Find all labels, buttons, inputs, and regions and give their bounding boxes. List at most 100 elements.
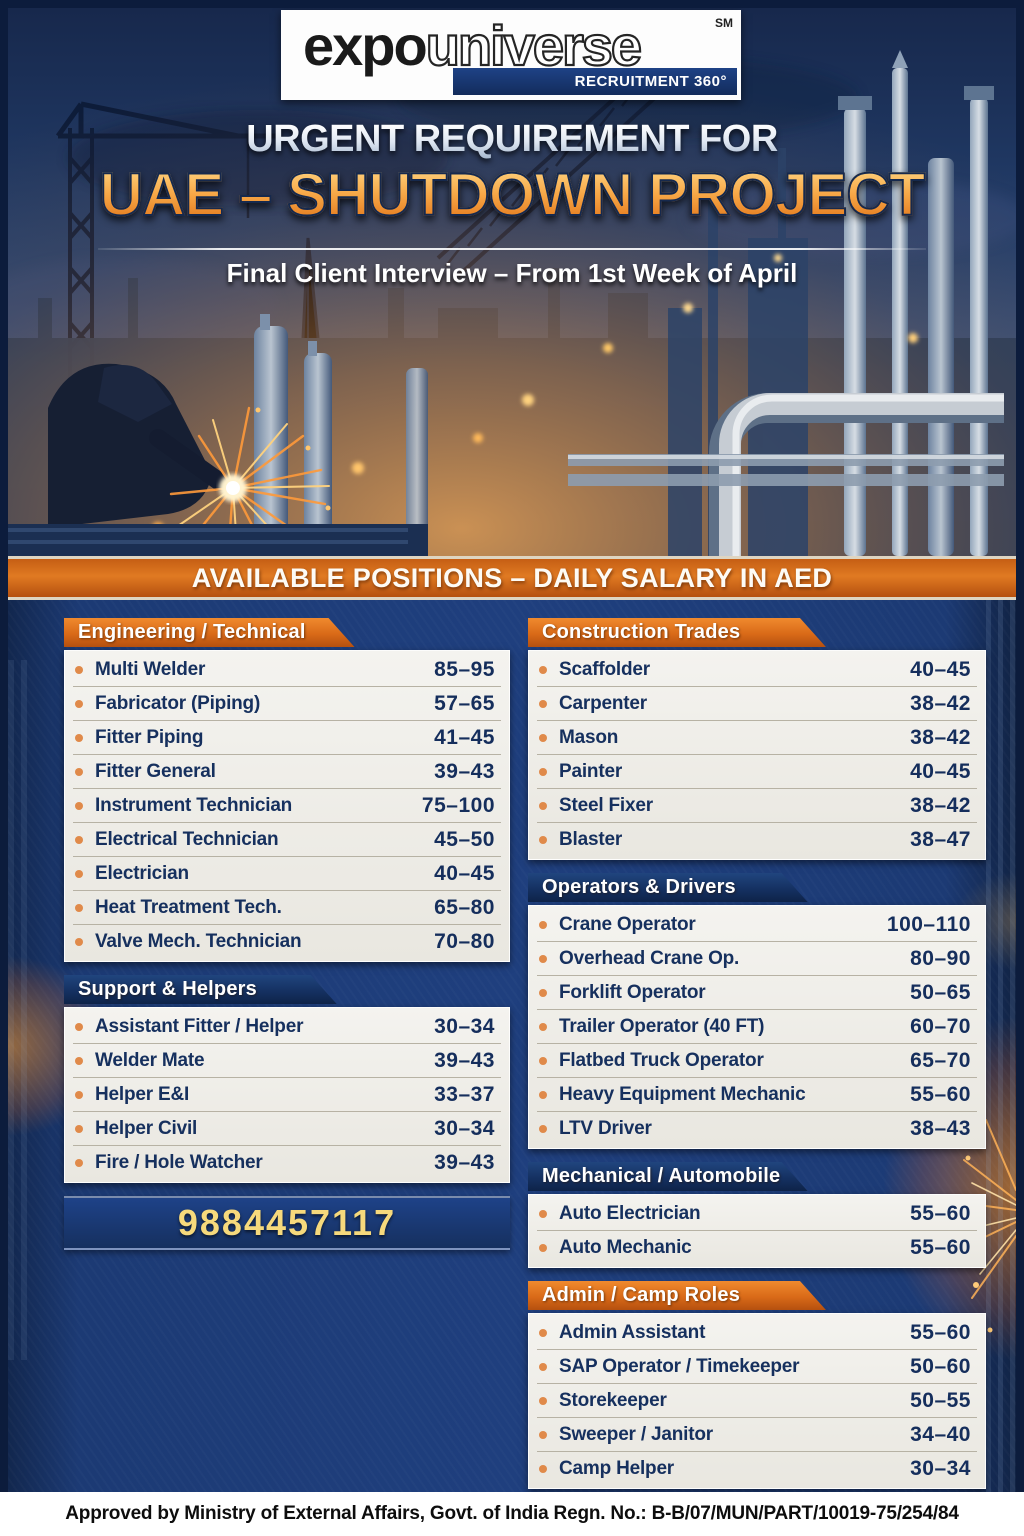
approval-footer: Approved by Ministry of External Affairs…	[0, 1492, 1024, 1536]
section-construction-trades: Construction Trades Scaffolder 40–45 Carpen…	[528, 618, 986, 860]
position-name: Carpenter	[559, 693, 647, 714]
left-edge-texture	[8, 660, 34, 1360]
salary-range: 55–60	[910, 1202, 971, 1225]
logo-expo-text: expo	[303, 14, 428, 77]
bullet-icon	[539, 836, 547, 844]
bullet-icon	[539, 921, 547, 929]
position-name: Auto Mechanic	[559, 1237, 692, 1258]
salary-range: 39–43	[434, 760, 495, 783]
bullet-icon	[539, 1125, 547, 1133]
salary-range: 50–60	[910, 1355, 971, 1378]
salary-range: 100–110	[886, 913, 971, 936]
salary-range: 55–60	[910, 1083, 971, 1106]
position-row: Storekeeper 50–55	[529, 1384, 985, 1418]
position-name: Trailer Operator (40 FT)	[559, 1016, 765, 1037]
bullet-icon	[539, 1465, 547, 1473]
logo-universe-text: universe	[425, 14, 644, 77]
section-header-admin-camp-roles: Admin / Camp Roles	[528, 1281, 826, 1310]
salary-range: 40–45	[910, 760, 971, 783]
headline-project: UAE – SHUTDOWN PROJECT	[8, 160, 1016, 229]
position-row: Sweeper / Janitor 34–40	[529, 1418, 985, 1452]
bullet-icon	[75, 666, 83, 674]
interview-subtitle: Final Client Interview – From 1st Week o…	[226, 258, 798, 288]
salary-columns: Engineering / Technical Multi Welder 85–95…	[8, 600, 1016, 1492]
position-name: Blaster	[559, 829, 623, 850]
section-title: Mechanical / Automobile	[542, 1165, 781, 1187]
position-row: Heat Treatment Tech. 65–80	[65, 891, 509, 925]
position-name: Admin Assistant	[559, 1322, 706, 1343]
position-row: Multi Welder 85–95	[65, 653, 509, 687]
salary-range: 80–90	[910, 947, 971, 970]
position-name: Scaffolder	[559, 659, 650, 680]
headline-divider	[98, 248, 926, 250]
position-row: Fabricator (Piping) 57–65	[65, 687, 509, 721]
position-name: Valve Mech. Technician	[95, 931, 302, 952]
position-row: Overhead Crane Op. 80–90	[529, 942, 985, 976]
salary-range: 39–43	[434, 1049, 495, 1072]
salary-range: 34–40	[910, 1423, 971, 1446]
position-name: Crane Operator	[559, 914, 696, 935]
position-row: Fitter Piping 41–45	[65, 721, 509, 755]
logo-tagline-text: RECRUITMENT 360°	[574, 73, 727, 90]
section-engineering-technical: Engineering / Technical Multi Welder 85–95…	[64, 618, 510, 962]
position-name: Helper Civil	[95, 1118, 198, 1139]
bullet-icon	[75, 1023, 83, 1031]
salary-range: 75–100	[421, 794, 495, 817]
position-row: Admin Assistant 55–60	[529, 1316, 985, 1350]
positions-area: Engineering / Technical Multi Welder 85–95…	[8, 600, 1016, 1492]
section-panel-engineering-technical: Multi Welder 85–95 Fabricator (Piping) 57–6…	[64, 650, 510, 962]
section-header-mechanical-automobile: Mechanical / Automobile	[528, 1162, 808, 1191]
logo-tagline-bar: RECRUITMENT 360°	[453, 68, 737, 95]
position-name: Flatbed Truck Operator	[559, 1050, 764, 1071]
position-row: Heavy Equipment Mechanic 55–60	[529, 1078, 985, 1112]
position-row: Forklift Operator 50–65	[529, 976, 985, 1010]
bullet-icon	[539, 989, 547, 997]
bullet-icon	[539, 1363, 547, 1371]
position-name: Multi Welder	[95, 659, 206, 680]
position-name: Fitter General	[95, 761, 216, 782]
bullet-icon	[539, 1091, 547, 1099]
position-row: Helper Civil 30–34	[65, 1112, 509, 1146]
bullet-icon	[75, 870, 83, 878]
salary-range: 38–47	[910, 828, 971, 851]
bullet-icon	[75, 1057, 83, 1065]
positions-banner-text: AVAILABLE POSITIONS – DAILY SALARY IN AE…	[191, 562, 833, 593]
salary-range: 38–42	[910, 794, 971, 817]
position-row: Blaster 38–47	[529, 823, 985, 857]
headline-urgent: URGENT REQUIREMENT FOR	[8, 118, 1016, 161]
bullet-icon	[539, 1210, 547, 1218]
position-name: Welder Mate	[95, 1050, 205, 1071]
position-name: Painter	[559, 761, 623, 782]
position-row: Instrument Technician 75–100	[65, 789, 509, 823]
position-name: Instrument Technician	[95, 795, 293, 816]
bullet-icon	[539, 700, 547, 708]
bullet-icon	[539, 1397, 547, 1405]
position-row: Welder Mate 39–43	[65, 1044, 509, 1078]
section-mechanical-automobile: Mechanical / Automobile Auto Electrician 5…	[528, 1162, 986, 1268]
position-row: LTV Driver 38–43	[529, 1112, 985, 1146]
bullet-icon	[539, 1244, 547, 1252]
position-row: Helper E&I 33–37	[65, 1078, 509, 1112]
position-name: Helper E&I	[95, 1084, 190, 1105]
section-panel-admin-camp-roles: Admin Assistant 55–60 SAP Operator / Timek…	[528, 1313, 986, 1489]
section-operators-drivers: Operators & Drivers Crane Operator 100–110…	[528, 873, 986, 1149]
bullet-icon	[539, 1023, 547, 1031]
section-title: Admin / Camp Roles	[542, 1284, 741, 1306]
position-row: Valve Mech. Technician 70–80	[65, 925, 509, 959]
bullet-icon	[75, 904, 83, 912]
section-panel-construction-trades: Scaffolder 40–45 Carpenter 38–42 Mason 38–42 P…	[528, 650, 986, 860]
bullet-icon	[75, 1125, 83, 1133]
position-name: LTV Driver	[559, 1118, 652, 1139]
bullet-icon	[539, 666, 547, 674]
salary-range: 45–50	[434, 828, 495, 851]
position-row: Mason 38–42	[529, 721, 985, 755]
position-row: Auto Electrician 55–60	[529, 1197, 985, 1231]
salary-range: 55–60	[910, 1321, 971, 1344]
phone-strip: 9884457117	[64, 1196, 510, 1250]
salary-range: 55–60	[910, 1236, 971, 1259]
position-name: Overhead Crane Op.	[559, 948, 740, 969]
section-admin-camp-roles: Admin / Camp Roles Admin Assistant 55–60 SA…	[528, 1281, 986, 1489]
section-title: Operators & Drivers	[542, 876, 736, 898]
bullet-icon	[539, 1057, 547, 1065]
